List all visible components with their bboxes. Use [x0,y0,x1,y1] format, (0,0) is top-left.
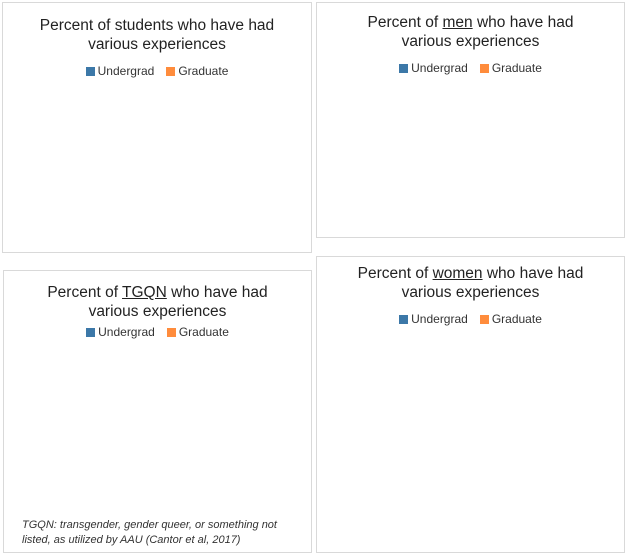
title-pre: Percent of [47,284,123,301]
legend-label: Graduate [491,312,542,326]
legend-swatch [166,328,176,337]
legend-swatch [479,64,489,73]
chart-panel-tgqn: Percent of TGQN who have had various expe… [3,270,312,553]
chart-panel-women: Percent of women who have had various exp… [316,256,625,553]
title-line-2: various experiences [88,36,226,53]
legend: Undergrad Graduate [317,61,624,75]
title-line-2: various experiences [401,33,540,50]
legend-label: Undergrad [97,64,155,78]
legend-item-graduate: Graduate [479,312,542,326]
title-line-1: Percent of women who have had [317,264,624,283]
legend-swatch [85,67,95,76]
chart-title: Percent of women who have had various exp… [317,264,624,302]
legend-label: Undergrad [98,325,155,339]
legend-swatch [479,315,489,324]
title-post: who have had [166,284,268,301]
legend-swatch [166,67,176,76]
legend: Undergrad Graduate [317,312,624,326]
title-emphasis: women [432,265,483,282]
legend-label: Graduate [491,61,542,75]
legend-item-undergrad: Undergrad [399,312,468,326]
legend-item-graduate: Graduate [166,64,228,78]
title-line-2: various experiences [88,303,227,320]
legend-label: Undergrad [411,61,468,75]
title-emphasis: men [442,14,473,31]
legend-item-graduate: Graduate [479,61,542,75]
legend-item-undergrad: Undergrad [85,64,155,78]
chart-panel-men: Percent of men who have had various exper… [316,2,625,238]
title-pre: Percent of [357,265,433,282]
title-post: who have had [472,14,574,31]
legend-item-graduate: Graduate [166,325,229,339]
title-pre: Percent of [367,14,443,31]
footnote-line-2: listed, as utilized by AAU (Cantor et al… [22,534,241,546]
legend-item-undergrad: Undergrad [399,61,468,75]
title-line-1: Percent of TGQN who have had [4,283,311,302]
chart-title: Percent of students who have had various … [3,16,311,54]
title-emphasis: TGQN [122,284,167,301]
chart-panel-students: Percent of students who have had various … [2,2,312,253]
title-line-1: Percent of men who have had [317,13,624,32]
legend-label: Graduate [178,64,229,78]
legend-swatch [399,64,409,73]
legend-item-undergrad: Undergrad [86,325,155,339]
legend-label: Graduate [178,325,229,339]
legend-swatch [86,328,96,337]
title-post: who have had [482,265,584,282]
legend: Undergrad Graduate [3,64,311,78]
footnote-line-1: TGQN: transgender, gender queer, or some… [22,519,277,531]
chart-title: Percent of men who have had various exper… [317,13,624,51]
footnote: TGQN: transgender, gender queer, or some… [22,518,277,548]
title-line-2: various experiences [401,284,540,301]
title-line-1: Percent of students who have had [3,16,311,35]
title-pre: Percent of students who have had [39,17,275,34]
legend-label: Undergrad [411,312,468,326]
legend-swatch [399,315,409,324]
chart-title: Percent of TGQN who have had various expe… [4,283,311,321]
legend: Undergrad Graduate [4,325,311,339]
